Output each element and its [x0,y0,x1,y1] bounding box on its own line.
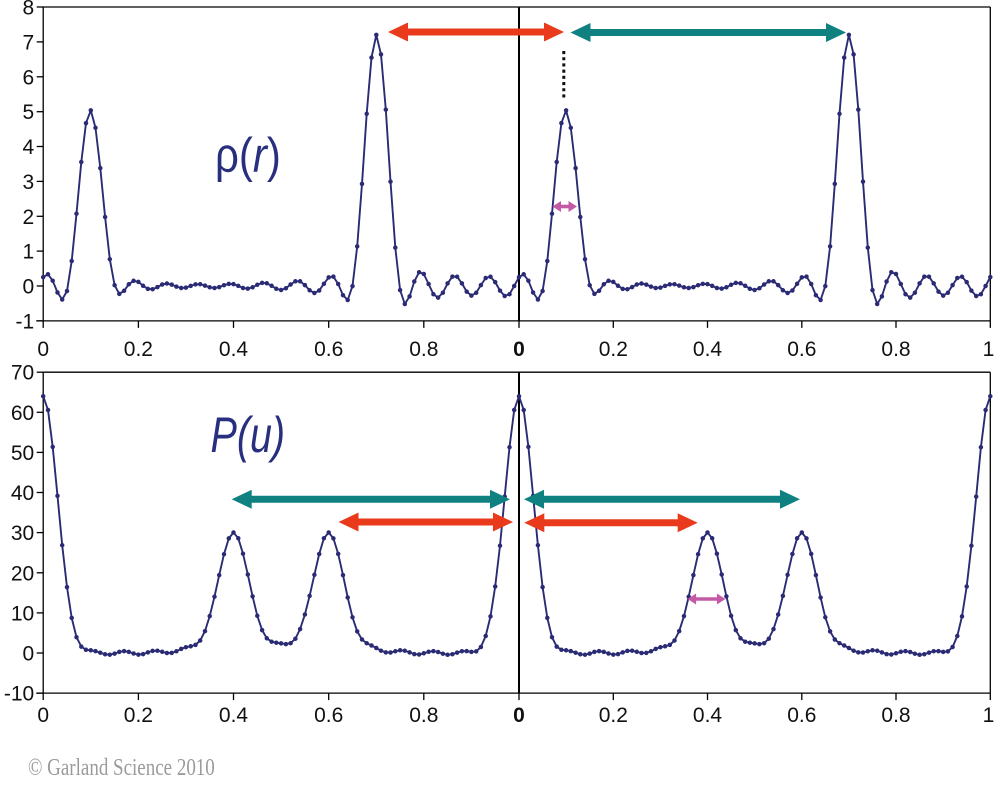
svg-text:0.2: 0.2 [124,704,153,727]
svg-text:20: 20 [11,562,34,585]
svg-text:0.8: 0.8 [409,704,438,727]
svg-text:0.2: 0.2 [124,338,153,361]
svg-text:0: 0 [23,643,35,666]
svg-text:1: 1 [983,338,995,361]
svg-text:0.6: 0.6 [314,704,343,727]
svg-text:5: 5 [23,101,35,124]
svg-text:0: 0 [23,276,35,299]
svg-text:0.8: 0.8 [881,338,910,361]
svg-text:0.8: 0.8 [409,338,438,361]
svg-text:0: 0 [513,338,525,361]
svg-text:0.6: 0.6 [787,338,816,361]
svg-text:-1: -1 [16,310,35,333]
svg-text:0.4: 0.4 [219,338,249,361]
svg-text:40: 40 [11,482,34,505]
svg-text:0: 0 [37,704,49,727]
svg-text:6: 6 [23,66,35,89]
svg-text:0: 0 [513,704,525,727]
svg-text:0.4: 0.4 [693,704,723,727]
svg-text:0.2: 0.2 [599,704,628,727]
svg-text:ρ(r): ρ(r) [215,127,281,183]
svg-text:0.2: 0.2 [599,338,628,361]
svg-text:1: 1 [983,704,995,727]
svg-text:P(u): P(u) [211,407,286,463]
svg-text:0.4: 0.4 [693,338,723,361]
svg-text:0.4: 0.4 [219,704,249,727]
svg-text:0: 0 [37,338,49,361]
svg-text:1: 1 [23,241,35,264]
svg-text:-10: -10 [4,683,34,706]
svg-text:4: 4 [23,136,35,159]
svg-text:© Garland Science 2010: © Garland Science 2010 [28,753,215,781]
svg-text:70: 70 [11,362,34,385]
svg-text:30: 30 [11,522,34,545]
svg-text:0.6: 0.6 [787,704,816,727]
svg-text:7: 7 [23,31,35,54]
svg-text:8: 8 [23,0,35,20]
svg-text:0.8: 0.8 [881,704,910,727]
svg-text:60: 60 [11,402,34,425]
svg-text:0.6: 0.6 [314,338,343,361]
svg-text:3: 3 [23,171,35,194]
svg-text:10: 10 [11,602,34,625]
svg-text:50: 50 [11,442,34,465]
svg-text:2: 2 [23,206,35,229]
